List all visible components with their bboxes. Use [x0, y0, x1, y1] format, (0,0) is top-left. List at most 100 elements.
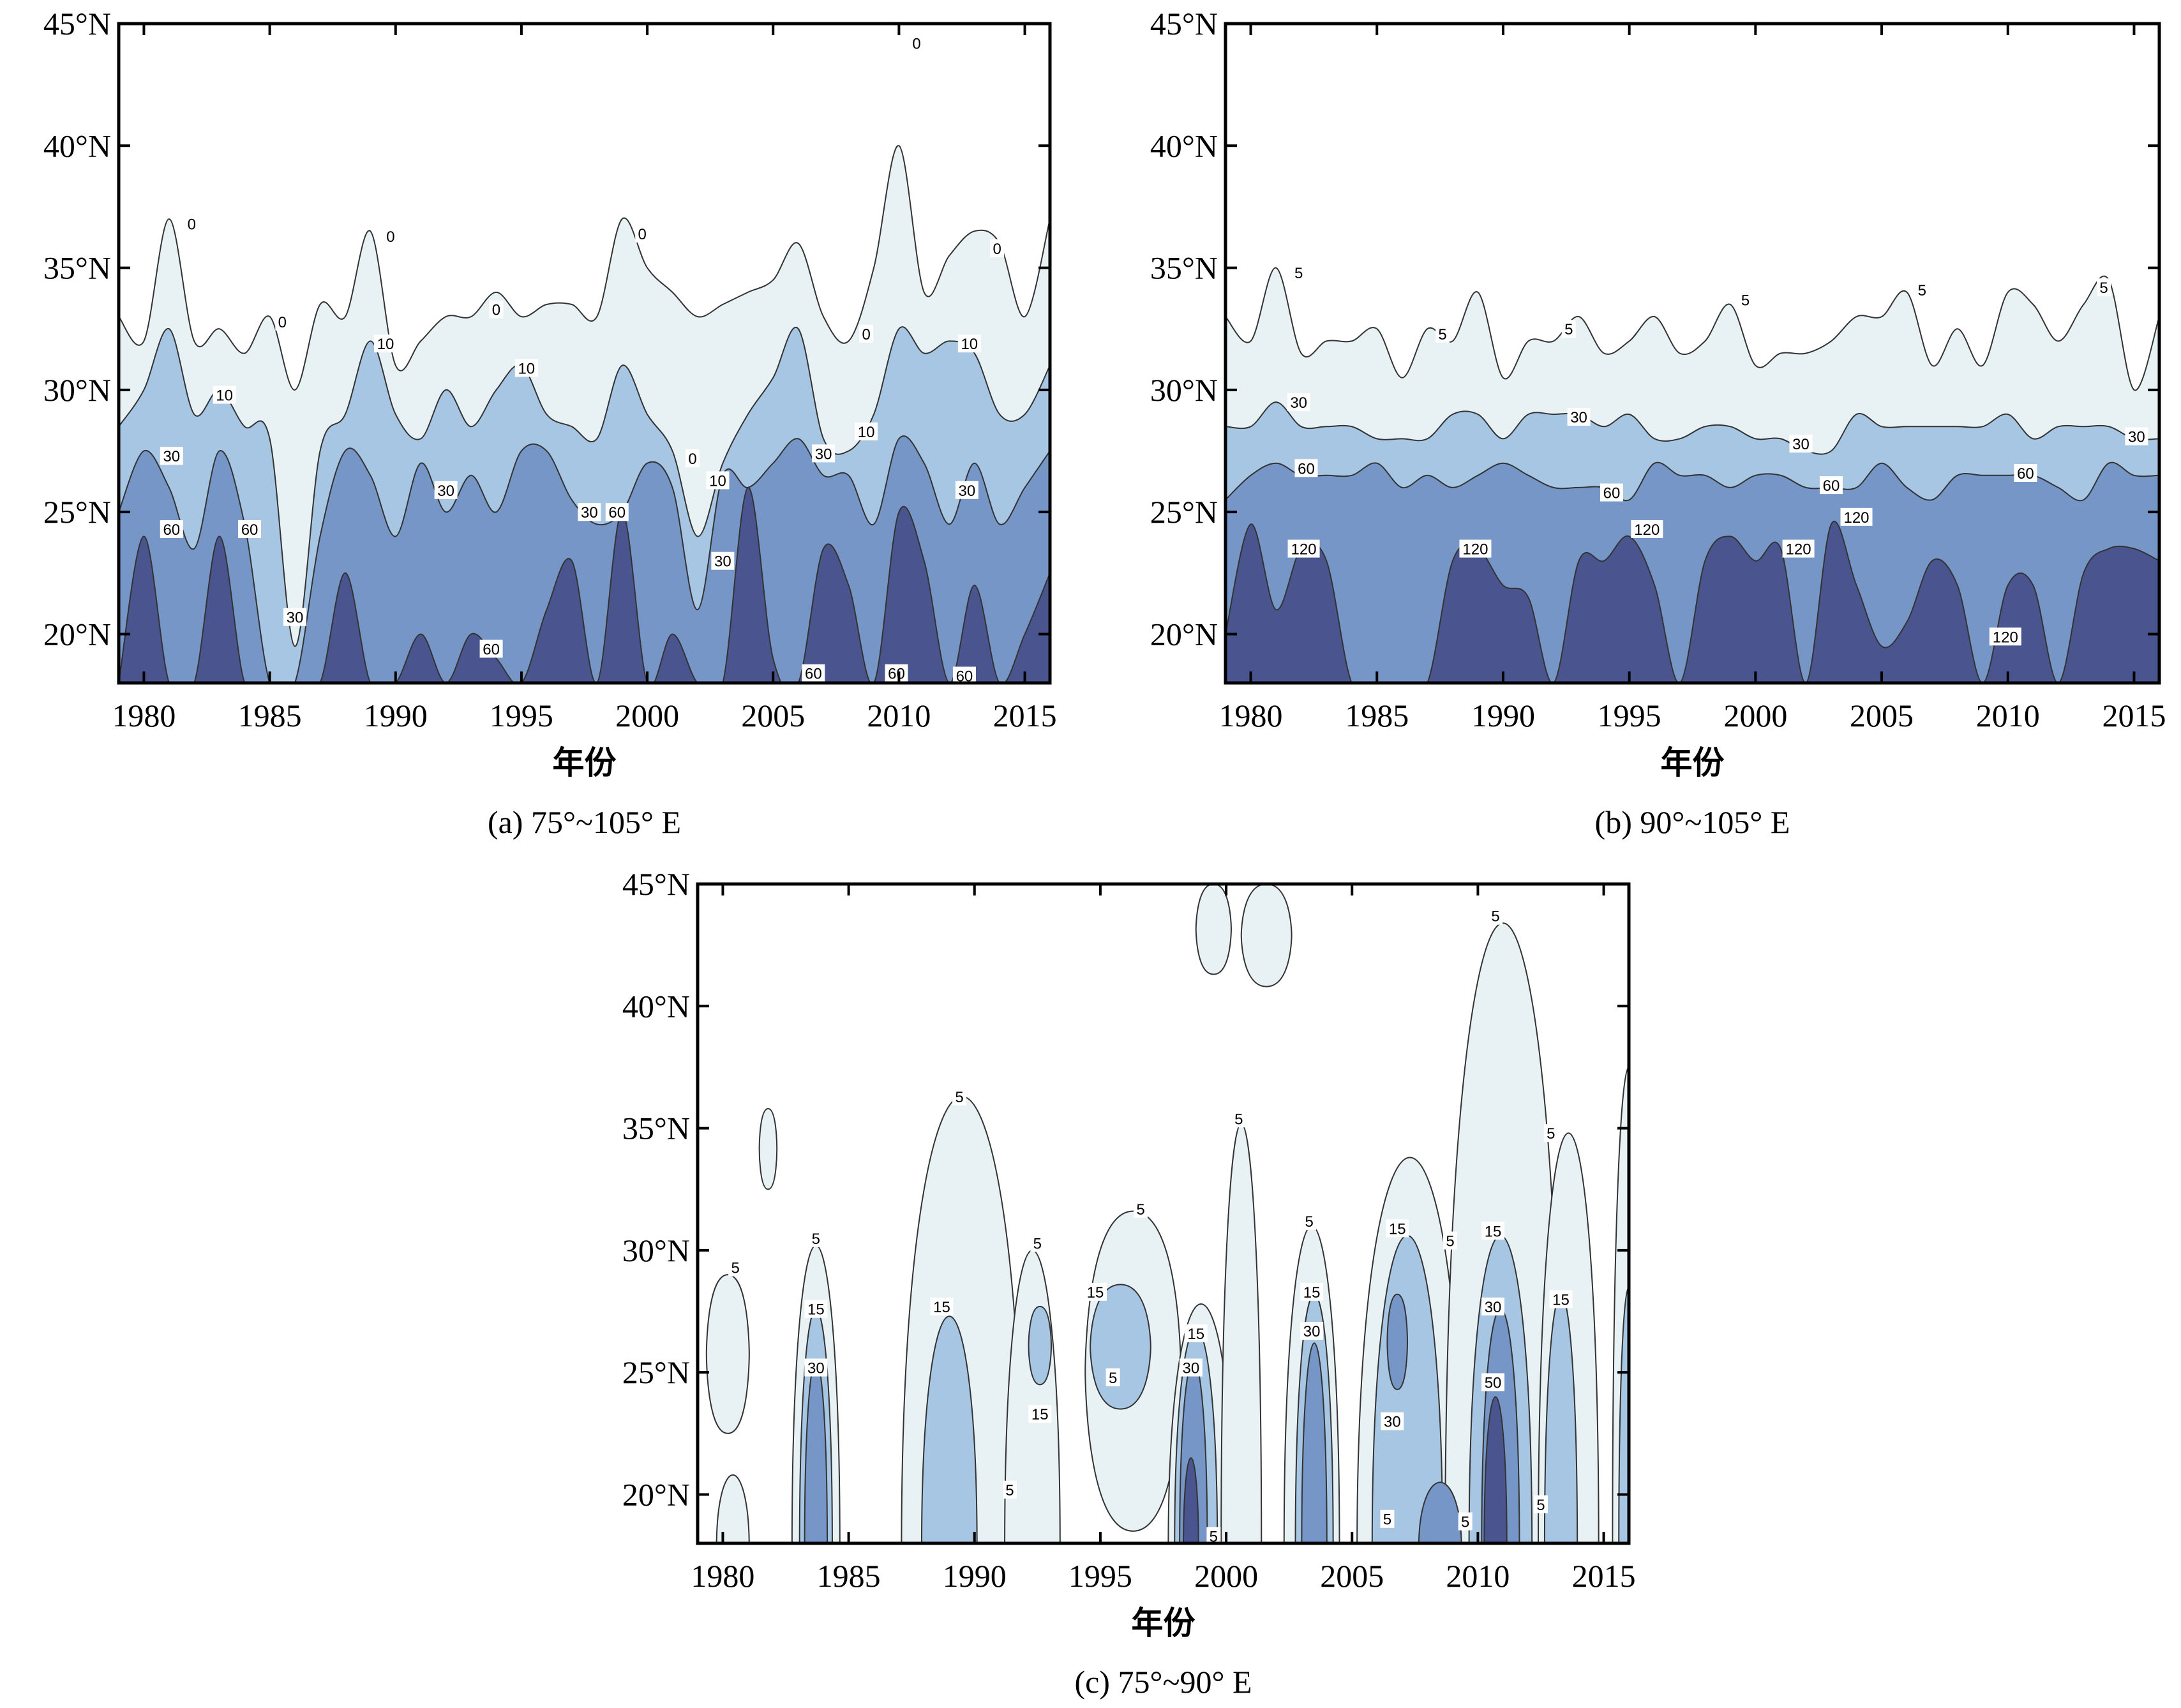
- contour-label: 60: [805, 666, 822, 683]
- contour-label: 5: [1136, 1201, 1144, 1218]
- y-tick-label: 35°N: [43, 250, 111, 286]
- contour-label: 5: [1005, 1482, 1014, 1499]
- y-tick-label: 45°N: [622, 866, 690, 902]
- contour-label: 30: [1570, 409, 1587, 426]
- contour-label: 5: [955, 1089, 963, 1106]
- contour-line-5: [1225, 267, 2159, 391]
- contour-label-bg: [885, 664, 908, 682]
- plot-frame: [1224, 22, 2161, 685]
- contour-label-bg: [952, 666, 976, 683]
- x-tick-label: 1985: [238, 698, 302, 733]
- contour-label-bg: [1458, 1512, 1473, 1531]
- contour-label-bg: [275, 312, 290, 331]
- x-tick-label: 2000: [1723, 698, 1787, 733]
- x-tick-label: 2005: [741, 698, 805, 733]
- contour-label: 30: [714, 553, 731, 571]
- contour-label: 5: [1918, 282, 1926, 299]
- contour-label: 5: [1741, 292, 1750, 309]
- contour-region-30: [1301, 1342, 1328, 1543]
- x-tick-label: 1985: [1345, 698, 1409, 733]
- contour-label: 60: [2017, 465, 2034, 483]
- contour-label-bg: [1567, 407, 1591, 426]
- contour-label-bg: [635, 225, 650, 243]
- contour-label: 5: [1383, 1511, 1391, 1529]
- contour-line-120: [1225, 521, 2159, 683]
- contour-label-bg: [1300, 1282, 1324, 1301]
- contour-label: 5: [1234, 1111, 1243, 1128]
- contour-label: 15: [933, 1299, 950, 1316]
- contour-label-bg: [1028, 1405, 1052, 1423]
- contour-label-bg: [990, 239, 1005, 257]
- x-axis-title: 年份: [1661, 744, 1725, 781]
- x-tick-label: 2010: [1446, 1558, 1510, 1594]
- contour-label: 0: [688, 451, 696, 468]
- contour-label: 5: [1294, 265, 1303, 282]
- contour-label-bg: [283, 608, 307, 626]
- y-tick-label: 30°N: [622, 1232, 690, 1268]
- contour-label-bg: [1481, 1373, 1505, 1391]
- contour-line-10: [119, 326, 1050, 647]
- contour-label: 15: [1303, 1284, 1321, 1301]
- contour-label: 0: [188, 216, 196, 234]
- contour-label: 5: [731, 1260, 739, 1277]
- contour-label-bg: [1294, 459, 1318, 477]
- contour-region-15: [1090, 1284, 1151, 1410]
- panel-c: 5 5 5 5 5 5 5 5 5 5 5 5 5 5 5 5 15 15 15 15 15 15 15 15 15 30 30 30…: [622, 866, 1636, 1700]
- contour-label-bg: [804, 1300, 828, 1318]
- contour-label-bg: [686, 449, 700, 468]
- contour-label: 15: [807, 1301, 825, 1319]
- contour-label-bg: [1561, 320, 1576, 338]
- x-tick-label: 1995: [490, 698, 553, 733]
- x-tick-label: 1990: [1471, 698, 1535, 733]
- x-tick-label: 1985: [817, 1558, 881, 1594]
- contour-label-bg: [1084, 1282, 1107, 1301]
- contour-label-bg: [812, 444, 836, 463]
- contour-label: 30: [807, 1360, 825, 1377]
- x-tick-label: 1980: [1219, 698, 1283, 733]
- contour-label: 10: [377, 336, 394, 353]
- contour-label: 15: [1389, 1220, 1406, 1238]
- contour-label: 120: [1462, 541, 1488, 558]
- contour-label-bg: [1184, 1324, 1208, 1342]
- contour-label-bg: [383, 227, 398, 245]
- contour-label: 30: [1303, 1323, 1321, 1340]
- y-tick-label: 30°N: [43, 372, 111, 408]
- contour-label-bg: [1002, 1480, 1017, 1499]
- contour-label-bg: [1533, 1495, 1548, 1513]
- contour-region-5: [705, 1274, 750, 1434]
- contour-label: 5: [1564, 321, 1573, 338]
- contour-line-30: [1225, 401, 2159, 455]
- contour-label-bg: [1915, 281, 1930, 299]
- x-tick-label: 2015: [993, 698, 1057, 733]
- contour-label-bg: [1840, 507, 1873, 526]
- x-tick-label: 2010: [867, 698, 931, 733]
- contour-label-bg: [1291, 264, 1306, 282]
- contour-region-5: [1195, 884, 1232, 975]
- contour-label-bg: [514, 359, 538, 377]
- contour-field: 0 0 0 0 0 0 0 0 0 10 10 10 10 10 10 30 30 30 30 30 30 30 60 60 6…: [119, 34, 1050, 683]
- plot-frame: [696, 882, 1631, 1545]
- x-tick-label: 2000: [1194, 1558, 1258, 1594]
- y-tick-label: 45°N: [43, 6, 111, 41]
- contour-label: 15: [1187, 1326, 1204, 1343]
- contour-label: 60: [608, 504, 626, 521]
- contour-label-bg: [728, 1258, 743, 1277]
- contour-fill-60: [119, 487, 1050, 683]
- contour-label: 60: [888, 666, 905, 683]
- contour-region-15: [1028, 1305, 1053, 1386]
- panel-caption: (b) 90°~105° E: [1595, 804, 1790, 840]
- contour-label-bg: [1481, 1222, 1505, 1240]
- x-tick-label: 1980: [691, 1558, 754, 1594]
- plot-frame: [117, 22, 1052, 685]
- y-tick-label: 40°N: [622, 988, 690, 1024]
- x-tick-label: 2000: [615, 698, 679, 733]
- y-tick-label: 35°N: [1150, 250, 1218, 286]
- y-tick-label: 30°N: [1150, 372, 1218, 408]
- contour-label: 120: [1993, 629, 2018, 646]
- y-tick-label: 20°N: [1150, 616, 1218, 652]
- contour-label: 5: [1033, 1235, 1042, 1252]
- contour-label: 30: [163, 448, 180, 465]
- contour-label-bg: [1543, 1124, 1558, 1142]
